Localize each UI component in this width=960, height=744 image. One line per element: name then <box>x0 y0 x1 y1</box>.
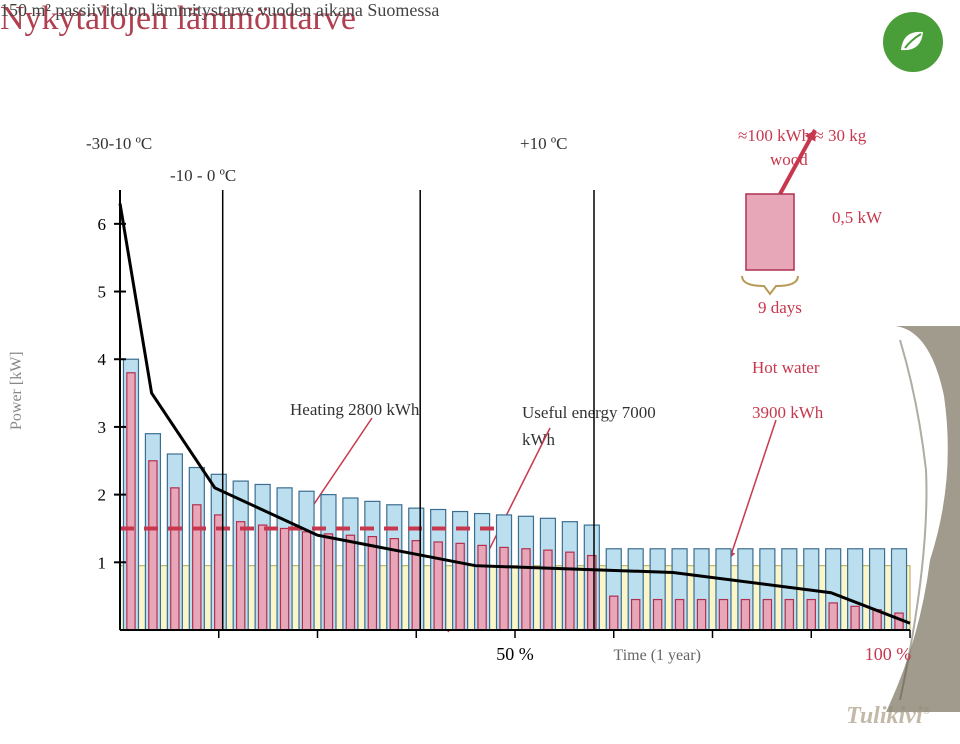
power-chart: 1 2 3 4 5 6 <box>50 190 930 670</box>
temp-label-1: -30-10 ºC <box>86 134 152 154</box>
svg-text:4: 4 <box>98 350 107 369</box>
kwh-label: ≈100 kWh ≈ 30 kg <box>738 126 866 146</box>
svg-text:2: 2 <box>98 486 107 505</box>
page-subtitle: 150 m² passiivitalon lämmitystarve vuode… <box>0 0 439 21</box>
svg-text:6: 6 <box>98 215 107 234</box>
svg-text:1: 1 <box>98 553 107 572</box>
y-axis-label: Power [kW] <box>8 351 26 430</box>
temp-label-2: -10 - 0 ºC <box>170 166 236 186</box>
footer-brand: Tulikivi® <box>846 703 930 730</box>
svg-text:5: 5 <box>98 283 107 302</box>
temp-label-3: +10 ºC <box>520 134 567 154</box>
svg-text:3: 3 <box>98 418 107 437</box>
brand-logo <box>881 10 945 74</box>
wood-label: wood <box>770 150 808 170</box>
